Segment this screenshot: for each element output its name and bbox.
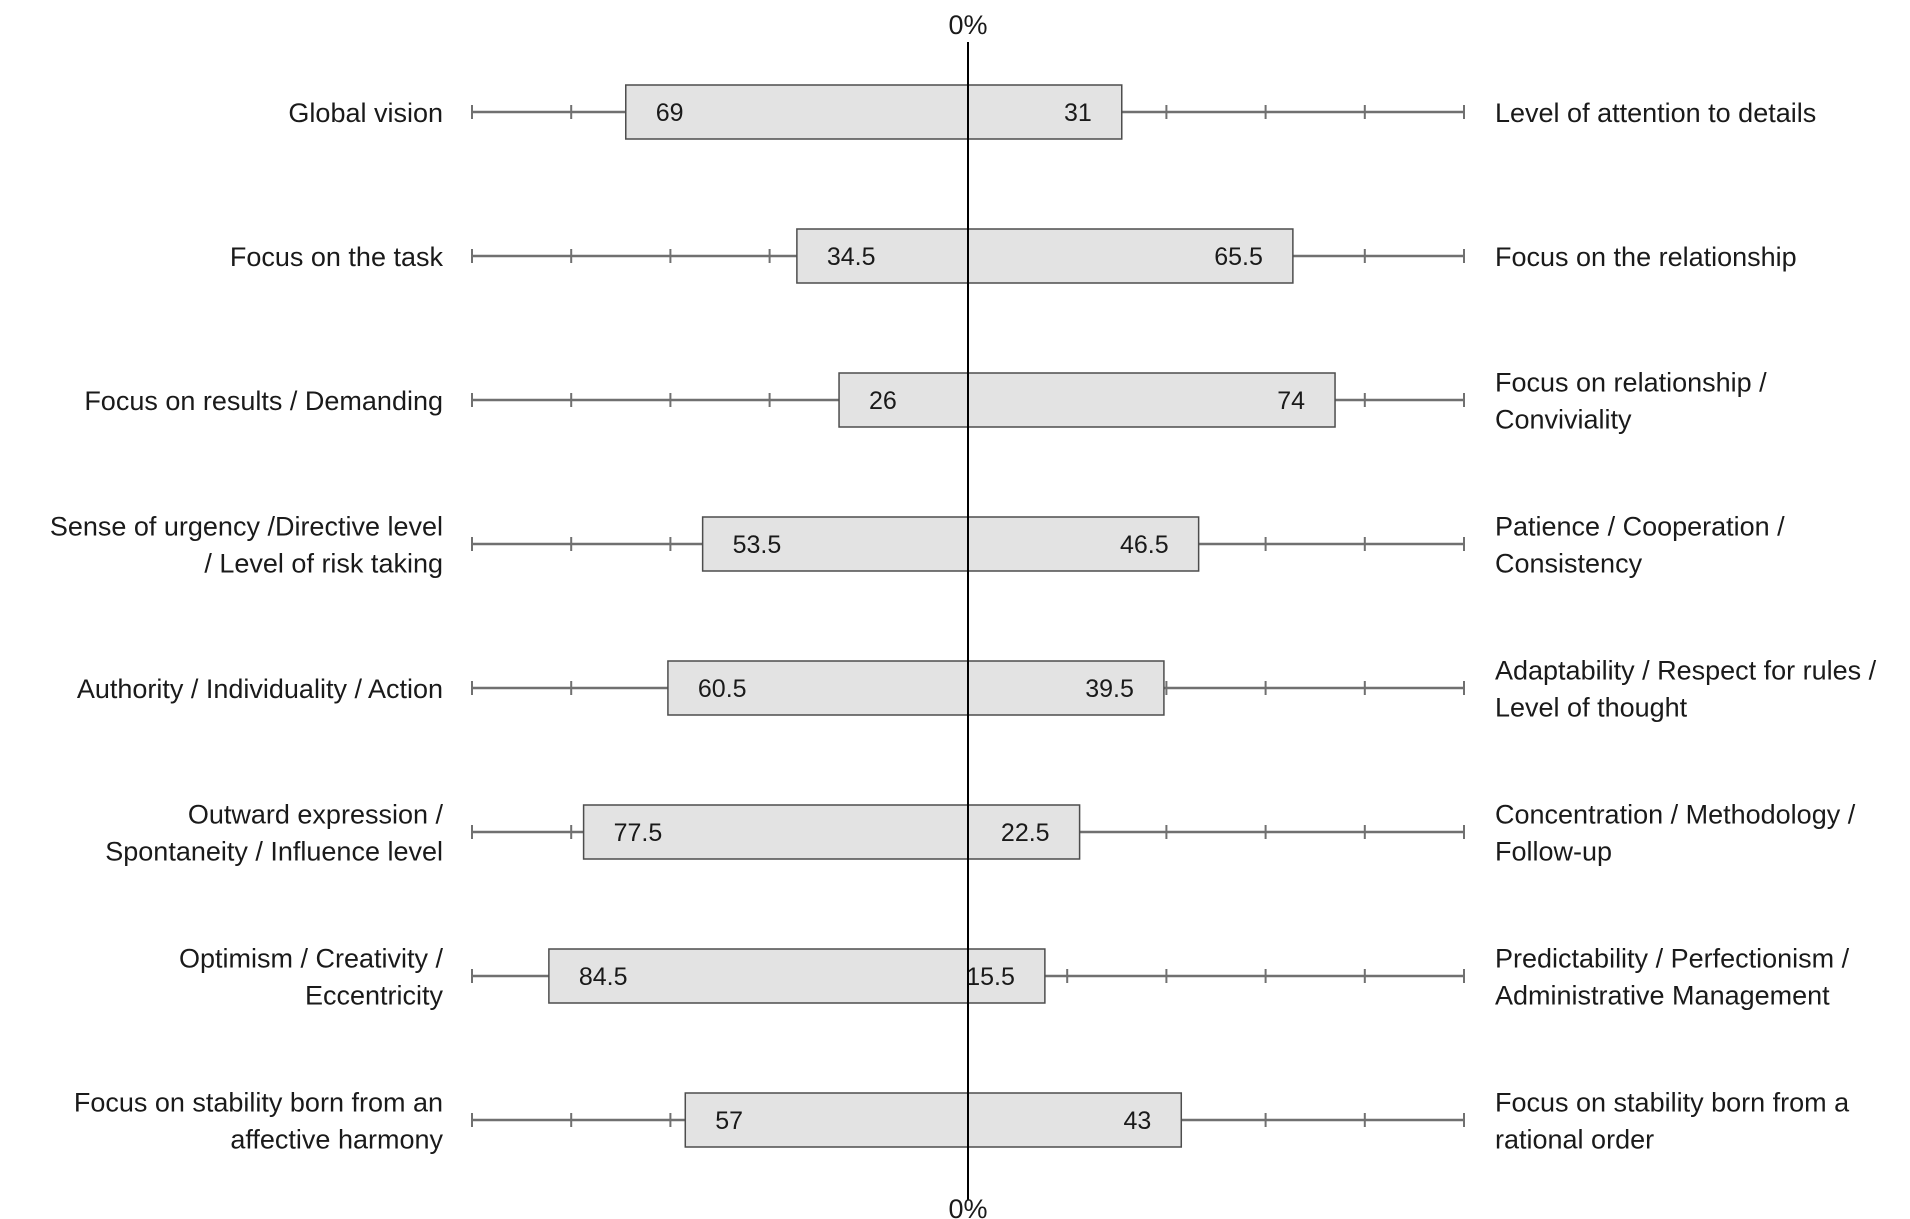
left-category-label: Focus on results / Demanding bbox=[84, 386, 443, 416]
bar-right-value-label: 22.5 bbox=[1001, 819, 1050, 847]
bar bbox=[796, 228, 1294, 284]
right-category-label: Adaptability / Respect for rules / bbox=[1495, 656, 1877, 686]
bar-right-value-label: 31 bbox=[1064, 99, 1092, 127]
left-category-label: Optimism / Creativity / bbox=[179, 944, 444, 974]
left-category-label: affective harmony bbox=[230, 1125, 443, 1155]
chart-row: 53.5 46.5 Sense of urgency /Directive leve… bbox=[50, 512, 1785, 579]
right-category-label: Focus on stability born from a bbox=[1495, 1088, 1850, 1118]
right-category-label: Patience / Cooperation / bbox=[1495, 512, 1785, 542]
bar-left-value-label: 34.5 bbox=[827, 243, 876, 271]
right-category-label: Level of thought bbox=[1495, 693, 1688, 723]
left-category-label: Global vision bbox=[288, 98, 443, 128]
bar-left-value-label: 26 bbox=[869, 387, 897, 415]
bar-left-value-label: 69 bbox=[656, 99, 684, 127]
bar-right-value-label: 43 bbox=[1123, 1107, 1151, 1135]
left-category-label: Eccentricity bbox=[305, 981, 444, 1011]
bar bbox=[838, 372, 1336, 428]
bar-right-value-label: 39.5 bbox=[1085, 675, 1134, 703]
left-category-label: Sense of urgency /Directive level bbox=[50, 512, 443, 542]
bar-right-value-label: 74 bbox=[1277, 387, 1305, 415]
right-category-label: rational order bbox=[1495, 1125, 1654, 1155]
bar-left-value-label: 57 bbox=[715, 1107, 743, 1135]
bar bbox=[684, 1092, 1183, 1148]
bar-left-value-label: 84.5 bbox=[579, 963, 628, 991]
left-category-label: Outward expression / bbox=[188, 800, 444, 830]
bar bbox=[548, 948, 1046, 1004]
chart-row: 69 31 Global vision Level of attention to d… bbox=[288, 84, 1816, 140]
chart-row: 84.5 15.5 Optimism / Creativity / Eccentric… bbox=[179, 944, 1850, 1011]
bar bbox=[701, 516, 1200, 572]
bar bbox=[582, 804, 1081, 860]
bar-left-value-label: 60.5 bbox=[698, 675, 747, 703]
right-category-label: Conviviality bbox=[1495, 405, 1632, 435]
right-category-label: Concentration / Methodology / bbox=[1495, 800, 1856, 830]
bar-left-value-label: 53.5 bbox=[733, 531, 782, 559]
chart-row: 34.5 65.5 Focus on the task Focus on the re… bbox=[230, 228, 1797, 284]
right-category-label: Focus on the relationship bbox=[1495, 242, 1797, 272]
left-category-label: / Level of risk taking bbox=[204, 549, 443, 579]
right-category-label: Administrative Management bbox=[1495, 981, 1830, 1011]
right-category-label: Consistency bbox=[1495, 549, 1643, 579]
bar-right-value-label: 15.5 bbox=[966, 963, 1015, 991]
right-category-label: Level of attention to details bbox=[1495, 98, 1816, 128]
right-category-label: Focus on relationship / bbox=[1495, 368, 1767, 398]
bar bbox=[667, 660, 1165, 716]
chart-rows: 69 31 Global vision Level of attention to d… bbox=[50, 84, 1877, 1155]
right-category-label: Follow-up bbox=[1495, 837, 1612, 867]
left-category-label: Focus on stability born from an bbox=[74, 1088, 443, 1118]
bar-right-value-label: 46.5 bbox=[1120, 531, 1169, 559]
left-category-label: Focus on the task bbox=[230, 242, 444, 272]
bar-left-value-label: 77.5 bbox=[614, 819, 663, 847]
bar-right-value-label: 65.5 bbox=[1214, 243, 1263, 271]
left-category-label: Authority / Individuality / Action bbox=[77, 674, 443, 704]
center-label-bottom: 0% bbox=[948, 1194, 987, 1219]
chart-row: 60.5 39.5 Authority / Individuality / Acti… bbox=[77, 656, 1877, 723]
bar bbox=[625, 84, 1123, 140]
chart-row: 26 74 Focus on results / Demanding Focus on… bbox=[84, 368, 1767, 435]
right-category-label: Predictability / Perfectionism / bbox=[1495, 944, 1850, 974]
left-category-label: Spontaneity / Influence level bbox=[105, 837, 443, 867]
chart-row: 57 43 Focus on stability born from an affec… bbox=[74, 1088, 1850, 1155]
center-label-top: 0% bbox=[948, 10, 987, 40]
chart-row: 77.5 22.5 Outward expression / Spontaneity … bbox=[105, 800, 1855, 867]
